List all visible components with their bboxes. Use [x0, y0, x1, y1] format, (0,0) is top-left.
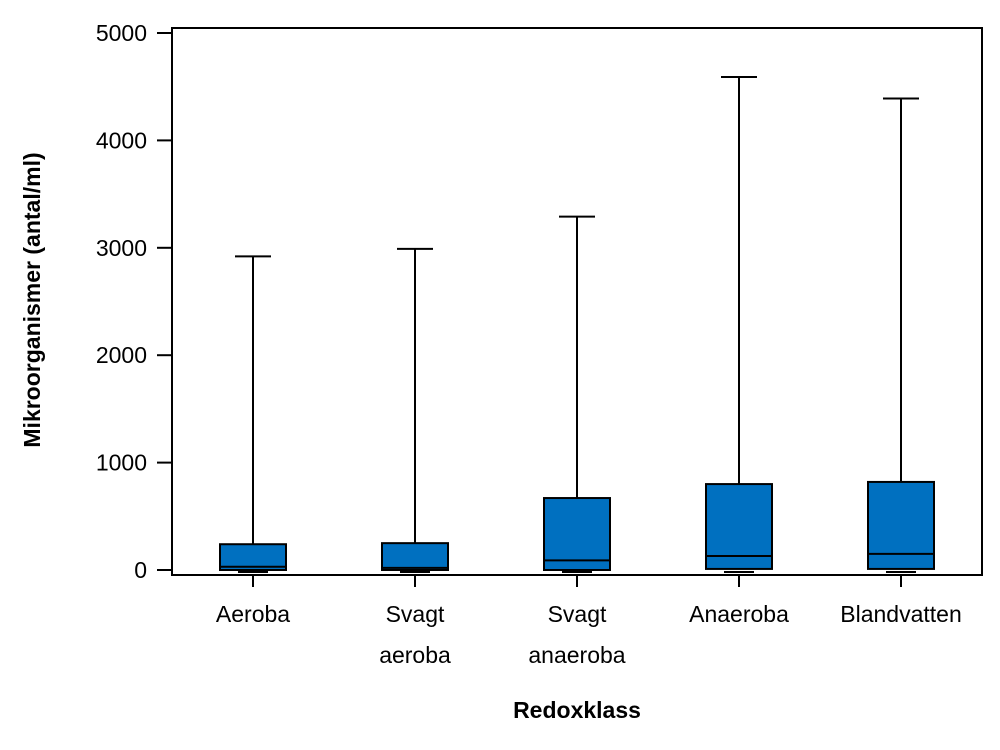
x-tick-label: Aeroba: [216, 601, 290, 627]
box-iqr: [381, 542, 449, 572]
box-iqr: [219, 543, 287, 571]
x-axis-title: Redoxklass: [513, 697, 641, 723]
box-series: [219, 76, 935, 573]
y-tick-label: 0: [134, 557, 147, 583]
box-iqr: [867, 480, 935, 570]
y-tick-label: 2000: [96, 342, 147, 368]
box-iqr: [543, 497, 611, 571]
y-tick-label: 1000: [96, 450, 147, 476]
x-tick-label: Svagt: [548, 601, 607, 627]
x-tick-label: Blandvatten: [840, 601, 961, 627]
x-tick-label: Svagt: [386, 601, 445, 627]
box-1: [381, 247, 449, 573]
box-4: [867, 97, 935, 573]
y-axis: 0 1000 2000 3000 4000 5000: [96, 20, 172, 583]
box-2: [543, 215, 611, 573]
box-3: [705, 76, 773, 573]
y-tick-label: 4000: [96, 127, 147, 153]
y-tick-label: 5000: [96, 20, 147, 46]
x-tick-label: Anaeroba: [689, 601, 789, 627]
x-tick-label: aeroba: [379, 642, 451, 668]
x-tick-label: anaeroba: [528, 642, 625, 668]
box-iqr: [705, 483, 773, 570]
y-tick-label: 3000: [96, 235, 147, 261]
box-0: [219, 255, 287, 573]
y-axis-title: Mikroorganismer (antal/ml): [19, 152, 45, 447]
x-axis: Aeroba Svagt aeroba Svagt anaeroba Anaeroba Bl…: [216, 575, 962, 668]
